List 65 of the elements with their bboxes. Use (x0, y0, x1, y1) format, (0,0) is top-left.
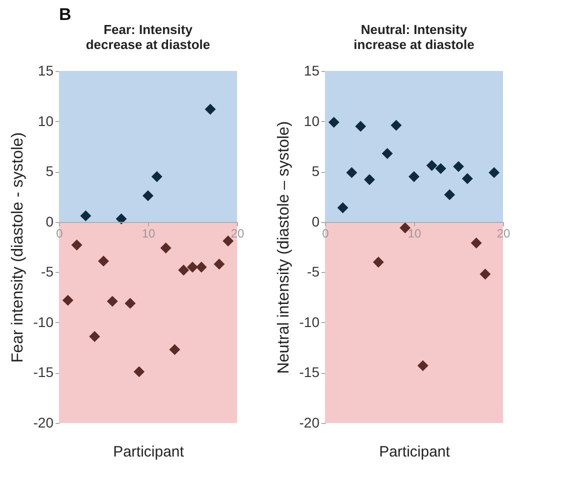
point (390, 120, 402, 131)
point (328, 116, 340, 128)
point (470, 238, 482, 248)
y-axis-title: Neutral intensity (diastole – systole) (275, 121, 292, 374)
chart-title: Fear: Intensity decrease at diastole (86, 22, 210, 52)
point (80, 210, 92, 222)
y-tick-label: 15 (304, 62, 320, 78)
y-tick-label: 10 (304, 112, 320, 129)
y-tick-label: 0 (312, 213, 320, 230)
y-tick-label: -20 (299, 414, 320, 430)
text: B (59, 5, 72, 24)
y-tick-label: -5 (307, 264, 320, 280)
point (382, 148, 393, 159)
y-tick-label: 5 (46, 163, 54, 180)
point (116, 213, 127, 224)
point (196, 262, 207, 273)
x-tick-label: 20 (230, 226, 244, 240)
point (417, 360, 428, 372)
point (89, 331, 100, 342)
y-tick-label: -15 (299, 364, 320, 380)
point (160, 242, 172, 254)
point (372, 256, 384, 268)
point (204, 104, 216, 115)
point (106, 296, 118, 307)
y-tick-label: 5 (312, 163, 320, 180)
point (71, 240, 82, 250)
y-tick-label: -10 (299, 314, 320, 330)
y-tick-label: 15 (38, 62, 54, 78)
point (214, 258, 225, 270)
x-tick-label: 0 (322, 226, 330, 240)
x-tick-label: 20 (496, 226, 510, 240)
y-tick-label: -15 (33, 364, 54, 380)
x-tick-label: 10 (142, 226, 156, 240)
chart-title: Neutral: Intensity increase at diastole (354, 22, 474, 52)
point (453, 161, 464, 172)
point (187, 262, 198, 273)
point (169, 344, 180, 356)
y-axis-title: Fear intensity (diastole - systole) (9, 132, 26, 363)
x-tick-label: 0 (56, 226, 64, 240)
point (435, 163, 446, 174)
point (426, 160, 438, 172)
y-tick-label: 0 (46, 213, 54, 230)
x-tick-label: 10 (408, 226, 422, 240)
y-tick-label: -20 (33, 414, 54, 430)
point (444, 189, 456, 200)
point (355, 120, 366, 132)
point (408, 171, 420, 182)
point (178, 264, 190, 276)
point (151, 171, 162, 182)
y-tick-label: 10 (38, 112, 54, 129)
point (337, 202, 348, 214)
point (62, 294, 74, 306)
point (462, 173, 473, 184)
x-axis-title: Participant (379, 444, 451, 460)
point (364, 174, 375, 186)
x-axis-title: Participant (113, 444, 185, 460)
point (480, 268, 491, 280)
point (124, 298, 136, 309)
y-tick-label: -10 (33, 314, 54, 330)
point (142, 190, 154, 202)
point (134, 366, 145, 378)
point (346, 167, 358, 178)
point (98, 256, 109, 267)
point (488, 167, 500, 178)
y-tick-label: -5 (41, 264, 54, 280)
